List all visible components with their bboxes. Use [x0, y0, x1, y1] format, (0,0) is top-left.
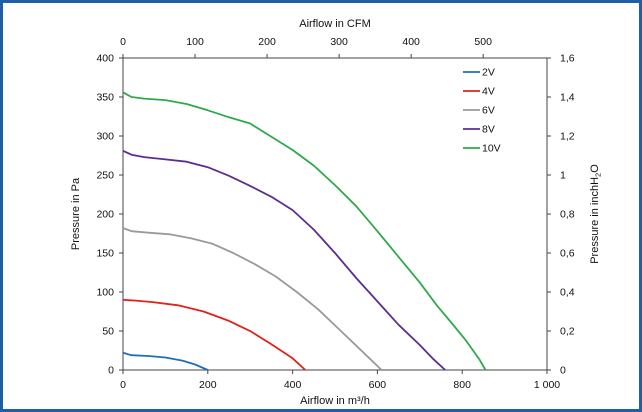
x-axis-title: Airflow in m³/h	[300, 395, 370, 407]
legend-label-8v: 8V	[482, 124, 495, 136]
series-line-8v	[122, 149, 446, 371]
y-tick-label: 200	[96, 209, 114, 221]
y-tick-label: 250	[96, 170, 114, 182]
legend-label-10v: 10V	[482, 143, 501, 155]
series-line-2v	[122, 351, 209, 371]
x2-tick-label: 0	[120, 36, 126, 48]
y2-axis-title-subscript: 2	[594, 173, 603, 177]
y2-tick-label: 1	[560, 170, 566, 182]
x-tick-label: 600	[369, 379, 387, 391]
y-tick-label: 50	[102, 326, 114, 338]
y2-tick-label: 0,4	[560, 287, 575, 299]
legend-label-6v: 6V	[482, 105, 495, 117]
y-tick-label: 350	[96, 92, 114, 104]
y2-tick-label: 1,4	[560, 92, 575, 104]
legend-label-2v: 2V	[482, 67, 495, 79]
x2-axis-title: Airflow in CFM	[299, 18, 371, 30]
series-line-4v	[122, 298, 306, 371]
y2-tick-label: 0	[560, 365, 566, 377]
x-tick-label: 1 000	[534, 379, 560, 391]
x2-tick-label: 300	[330, 36, 348, 48]
y-axis-title: Pressure in Pa	[70, 177, 82, 250]
y-tick-label: 300	[96, 131, 114, 143]
x2-tick-label: 100	[186, 36, 204, 48]
y2-axis-title: Pressure in inchH2O	[589, 164, 603, 264]
x2-tick-label: 500	[474, 36, 492, 48]
y2-tick-label: 1,2	[560, 131, 575, 143]
y2-axis-title-part2: O	[589, 164, 601, 173]
y-tick-label: 150	[96, 248, 114, 260]
x-tick-label: 400	[284, 379, 302, 391]
x-tick-label: 0	[120, 379, 126, 391]
y-tick-label: 400	[96, 53, 114, 65]
x2-tick-label: 400	[402, 36, 420, 48]
x2-tick-label: 200	[258, 36, 276, 48]
x-tick-label: 200	[199, 379, 217, 391]
legend: 2V 4V 6V 8V 10V	[463, 67, 501, 155]
x-tick-label: 800	[453, 379, 471, 391]
y2-tick-label: 1,6	[560, 53, 575, 65]
y-tick-label: 0	[108, 365, 114, 377]
series-line-10v	[122, 91, 487, 371]
y-tick-label: 100	[96, 287, 114, 299]
y2-axis-title-part1: Pressure in inchH	[589, 177, 601, 264]
y2-tick-label: 0,2	[560, 326, 575, 338]
y2-tick-label: 0,6	[560, 248, 575, 260]
legend-label-4v: 4V	[482, 86, 495, 98]
y2-tick-label: 0,8	[560, 209, 575, 221]
series-line-6v	[122, 227, 383, 371]
